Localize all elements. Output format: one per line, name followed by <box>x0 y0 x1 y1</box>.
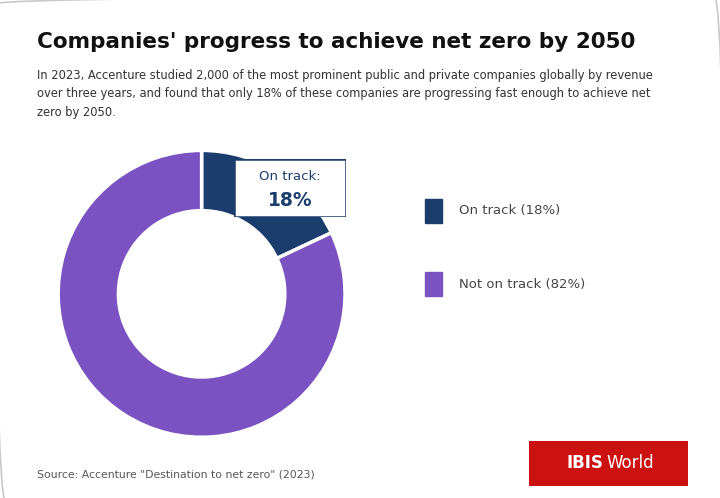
Text: In 2023, Accenture studied 2,000 of the most prominent public and private compan: In 2023, Accenture studied 2,000 of the … <box>37 69 653 119</box>
Text: 18%: 18% <box>268 191 312 210</box>
Text: IBIS: IBIS <box>567 454 603 472</box>
FancyBboxPatch shape <box>234 159 346 217</box>
Text: Companies' progress to achieve net zero by 2050: Companies' progress to achieve net zero … <box>37 32 636 52</box>
FancyBboxPatch shape <box>510 435 706 491</box>
Bar <box>425 272 442 296</box>
Text: On track (18%): On track (18%) <box>459 204 561 218</box>
Text: Source: Accenture "Destination to net zero" (2023): Source: Accenture "Destination to net ze… <box>37 469 315 479</box>
Wedge shape <box>202 150 331 258</box>
Text: World: World <box>607 454 654 472</box>
Text: On track:: On track: <box>259 170 320 183</box>
Wedge shape <box>58 150 345 437</box>
Bar <box>425 199 442 223</box>
Text: Not on track (82%): Not on track (82%) <box>459 277 585 291</box>
